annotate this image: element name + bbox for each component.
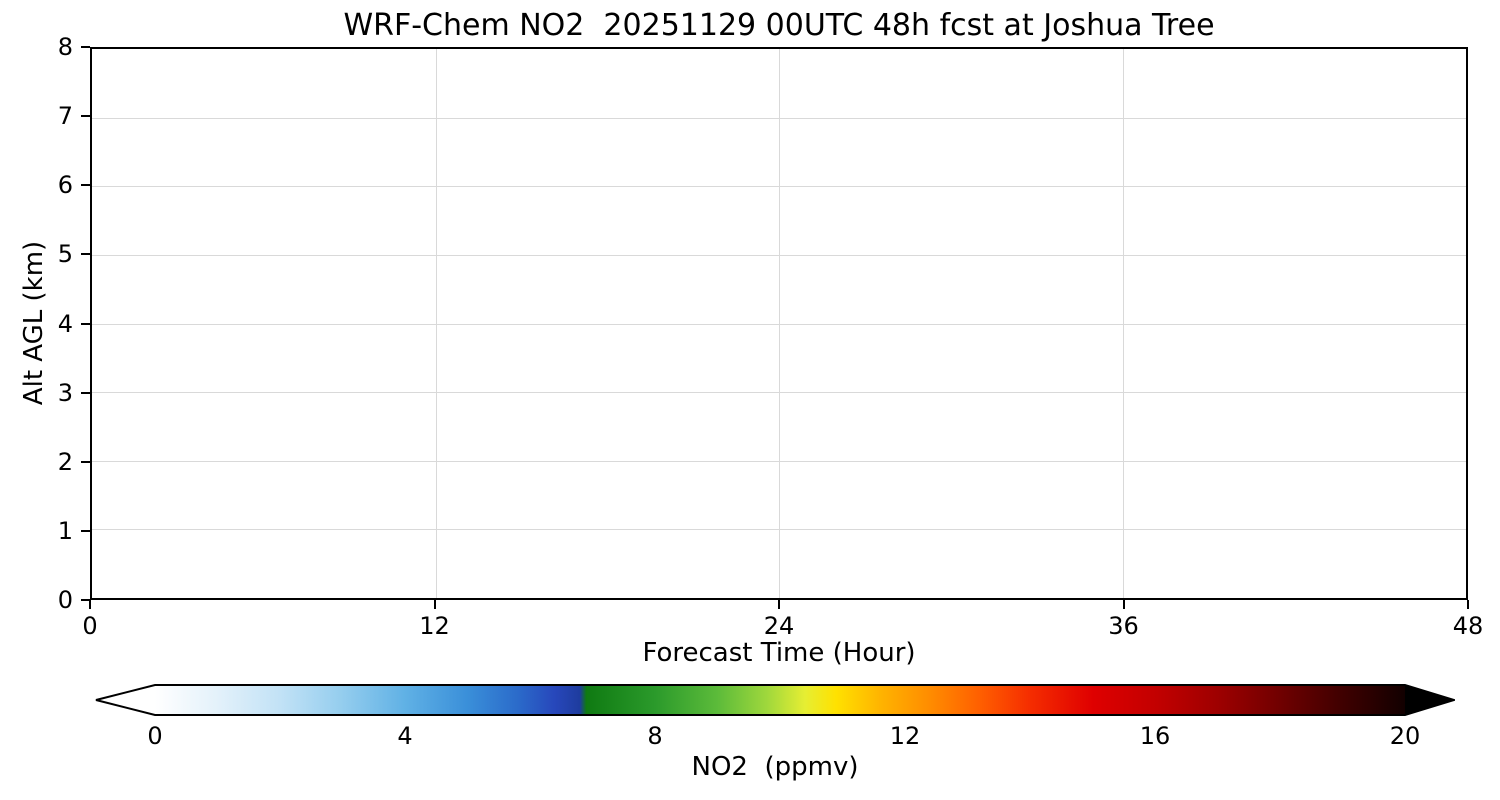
gridline-horizontal xyxy=(92,323,1466,325)
colorbar-tick-label: 16 xyxy=(1139,722,1171,750)
y-tick-label: 3 xyxy=(57,378,73,407)
y-tick-label: 6 xyxy=(57,171,73,200)
colorbar-tick-label: 4 xyxy=(397,722,413,750)
y-tick-mark xyxy=(81,460,90,463)
x-tick-mark xyxy=(1467,600,1469,609)
y-tick-mark xyxy=(81,46,90,48)
y-tick-label: 4 xyxy=(57,309,73,338)
colorbar-gradient-body xyxy=(155,685,1405,715)
y-tick-mark xyxy=(81,322,90,325)
gridline-horizontal xyxy=(92,392,1466,394)
gridline-horizontal xyxy=(92,460,1466,462)
y-tick-mark xyxy=(81,115,90,118)
colorbar-over-arrow xyxy=(1405,685,1454,715)
chart-title: WRF-Chem NO2 20251129 00UTC 48h fcst at … xyxy=(343,8,1215,43)
gridline-horizontal xyxy=(92,117,1466,119)
colorbar-svg xyxy=(95,684,1458,716)
x-tick-label: 12 xyxy=(419,612,450,640)
y-tick-mark xyxy=(81,253,90,256)
y-tick-mark xyxy=(81,184,90,187)
gridline-horizontal xyxy=(92,254,1466,256)
colorbar-under-arrow xyxy=(96,685,155,715)
x-tick-mark xyxy=(89,600,91,609)
x-tick-label: 24 xyxy=(763,612,795,640)
y-tick-mark xyxy=(81,529,90,532)
y-tick-label: 7 xyxy=(57,102,73,131)
x-tick-label: 48 xyxy=(1452,612,1484,640)
y-tick-mark xyxy=(81,599,90,601)
y-tick-label: 8 xyxy=(57,33,73,61)
y-tick-label: 0 xyxy=(57,586,73,614)
plot-area xyxy=(90,47,1468,600)
colorbar-tick-label: 8 xyxy=(647,722,663,750)
gridline-horizontal xyxy=(92,529,1466,531)
x-axis-label: Forecast Time (Hour) xyxy=(642,638,916,668)
y-tick-label: 1 xyxy=(57,516,73,545)
colorbar-tick-label: 0 xyxy=(147,722,163,750)
colorbar-label: NO2 (ppmv) xyxy=(691,752,859,782)
colorbar-tick-label: 12 xyxy=(889,722,921,750)
gridline-horizontal xyxy=(92,186,1466,188)
x-tick-label: 36 xyxy=(1108,612,1139,640)
x-tick-mark xyxy=(778,600,780,609)
y-tick-label: 2 xyxy=(57,447,73,476)
x-tick-mark xyxy=(433,600,436,609)
x-tick-label: 0 xyxy=(82,612,98,640)
colorbar-outline xyxy=(95,684,1458,716)
y-tick-label: 5 xyxy=(57,240,73,269)
colorbar-tick-label: 20 xyxy=(1389,722,1421,750)
colorbar xyxy=(95,684,1458,716)
y-tick-mark xyxy=(81,391,90,394)
x-tick-mark xyxy=(1122,600,1125,609)
